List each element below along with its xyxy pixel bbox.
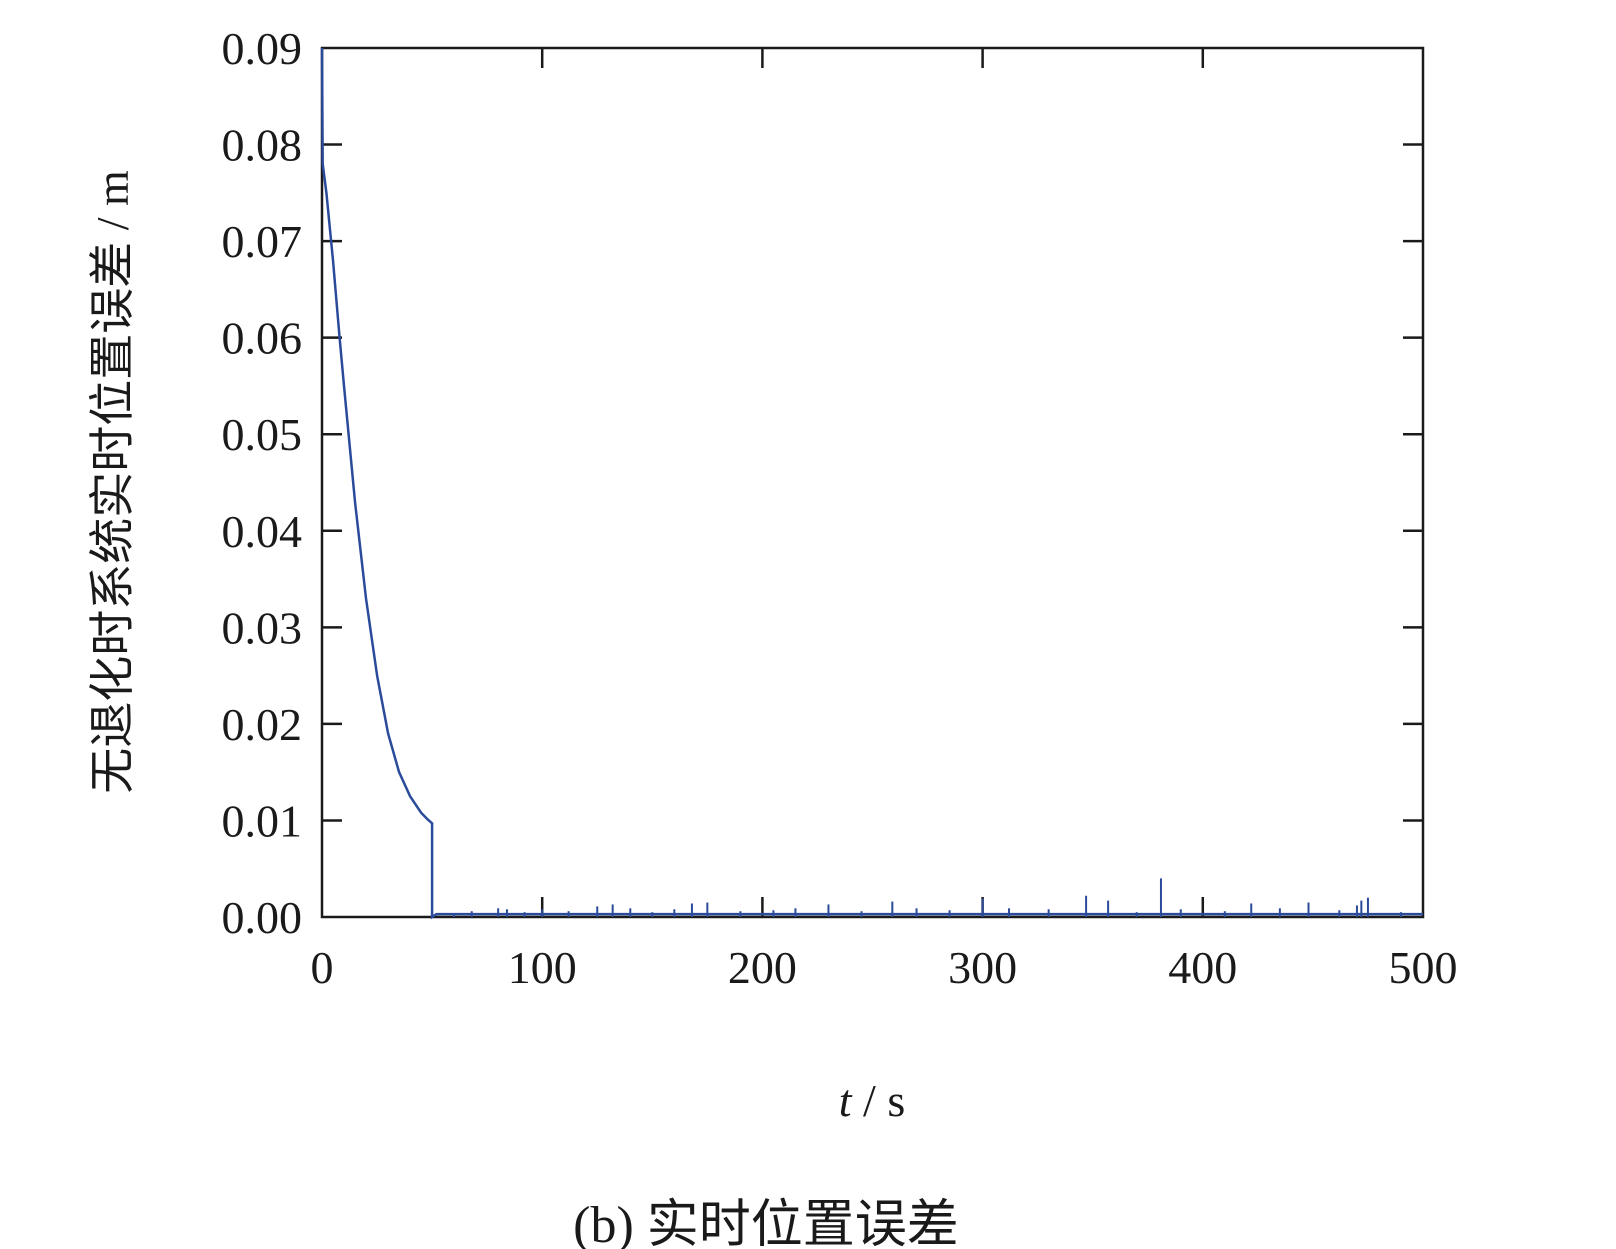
y-tick-label: 0.05 <box>222 409 303 460</box>
x-tick-label: 0 <box>311 942 334 993</box>
plot-frame <box>320 46 1425 919</box>
x-axis-unit: / s <box>852 1075 906 1126</box>
x-axis-variable: t <box>839 1075 853 1126</box>
y-tick-label: 0.03 <box>222 602 303 653</box>
noise-spikes <box>453 878 1402 917</box>
y-tick-label: 0.07 <box>222 216 303 267</box>
x-axis-label: t / s <box>839 1075 905 1126</box>
y-tick-label: 0.01 <box>222 795 303 846</box>
x-tick-label: 200 <box>728 942 797 993</box>
y-tick-label: 0.00 <box>222 892 303 943</box>
y-tick-label: 0.06 <box>222 313 303 364</box>
x-tick-label: 500 <box>1389 942 1458 993</box>
y-axis-label: 无退化时系统实时位置误差 / m <box>87 170 138 794</box>
y-axis-ticks: 0.00 0.01 0.02 0.03 0.04 0.05 0.06 0.07 0.08 0.09 <box>222 23 1423 943</box>
x-tick-label: 400 <box>1168 942 1237 993</box>
x-tick-label: 300 <box>948 942 1017 993</box>
y-tick-label: 0.08 <box>222 120 303 171</box>
error-series-line <box>320 47 1423 920</box>
figure-caption: (b) 实时位置误差 <box>573 1197 959 1249</box>
x-tick-label: 100 <box>508 942 577 993</box>
x-axis-ticks: 0 100 200 300 400 500 <box>311 48 1458 993</box>
y-tick-label: 0.04 <box>222 506 303 557</box>
y-tick-label: 0.02 <box>222 699 303 750</box>
y-tick-label: 0.09 <box>222 23 303 74</box>
